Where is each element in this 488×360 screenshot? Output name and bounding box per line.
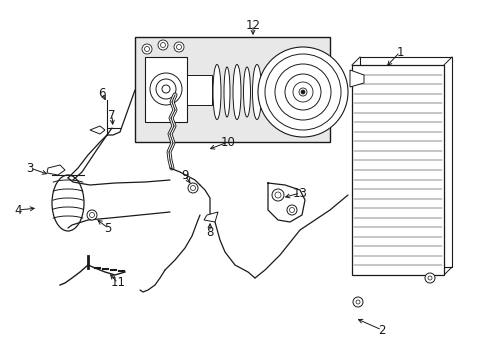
Bar <box>135 37 329 142</box>
Text: 5: 5 <box>104 221 111 234</box>
Ellipse shape <box>224 67 229 117</box>
Ellipse shape <box>252 64 261 120</box>
Circle shape <box>274 64 330 120</box>
Circle shape <box>190 185 195 190</box>
Text: 1: 1 <box>395 45 403 59</box>
Bar <box>186 75 212 105</box>
Circle shape <box>352 297 362 307</box>
Text: 2: 2 <box>378 324 385 337</box>
Circle shape <box>176 45 181 50</box>
Polygon shape <box>47 165 65 175</box>
Text: 10: 10 <box>220 135 235 149</box>
Circle shape <box>142 44 152 54</box>
Text: 3: 3 <box>26 162 34 175</box>
Circle shape <box>258 47 347 137</box>
Polygon shape <box>90 126 105 134</box>
Circle shape <box>144 46 149 51</box>
Ellipse shape <box>243 67 250 117</box>
Ellipse shape <box>232 64 241 120</box>
Text: 7: 7 <box>108 108 116 122</box>
Circle shape <box>271 189 284 201</box>
Circle shape <box>89 212 94 217</box>
Circle shape <box>162 85 170 93</box>
Circle shape <box>355 300 359 304</box>
Text: 11: 11 <box>110 276 125 289</box>
Circle shape <box>274 192 281 198</box>
Text: 8: 8 <box>206 225 213 239</box>
Circle shape <box>285 74 320 110</box>
Circle shape <box>150 73 182 105</box>
Circle shape <box>158 40 168 50</box>
Circle shape <box>289 207 294 212</box>
Text: 12: 12 <box>245 18 260 32</box>
Ellipse shape <box>273 64 280 120</box>
Circle shape <box>87 210 97 220</box>
Bar <box>351 65 443 275</box>
Ellipse shape <box>263 67 270 117</box>
Text: 13: 13 <box>292 186 307 199</box>
Ellipse shape <box>282 63 291 121</box>
Circle shape <box>174 42 183 52</box>
Text: 6: 6 <box>98 86 105 99</box>
Circle shape <box>301 90 305 94</box>
Ellipse shape <box>213 64 221 120</box>
Ellipse shape <box>52 175 84 231</box>
Circle shape <box>286 205 296 215</box>
Circle shape <box>156 79 176 99</box>
Bar <box>359 57 451 267</box>
Circle shape <box>292 82 312 102</box>
Text: 9: 9 <box>181 168 188 181</box>
Circle shape <box>424 273 434 283</box>
Bar <box>145 57 186 122</box>
Circle shape <box>160 42 165 48</box>
Polygon shape <box>203 212 218 222</box>
Text: 4: 4 <box>14 203 21 216</box>
Circle shape <box>264 54 340 130</box>
Circle shape <box>298 88 306 96</box>
Polygon shape <box>349 70 363 87</box>
Circle shape <box>187 183 198 193</box>
Circle shape <box>427 276 431 280</box>
